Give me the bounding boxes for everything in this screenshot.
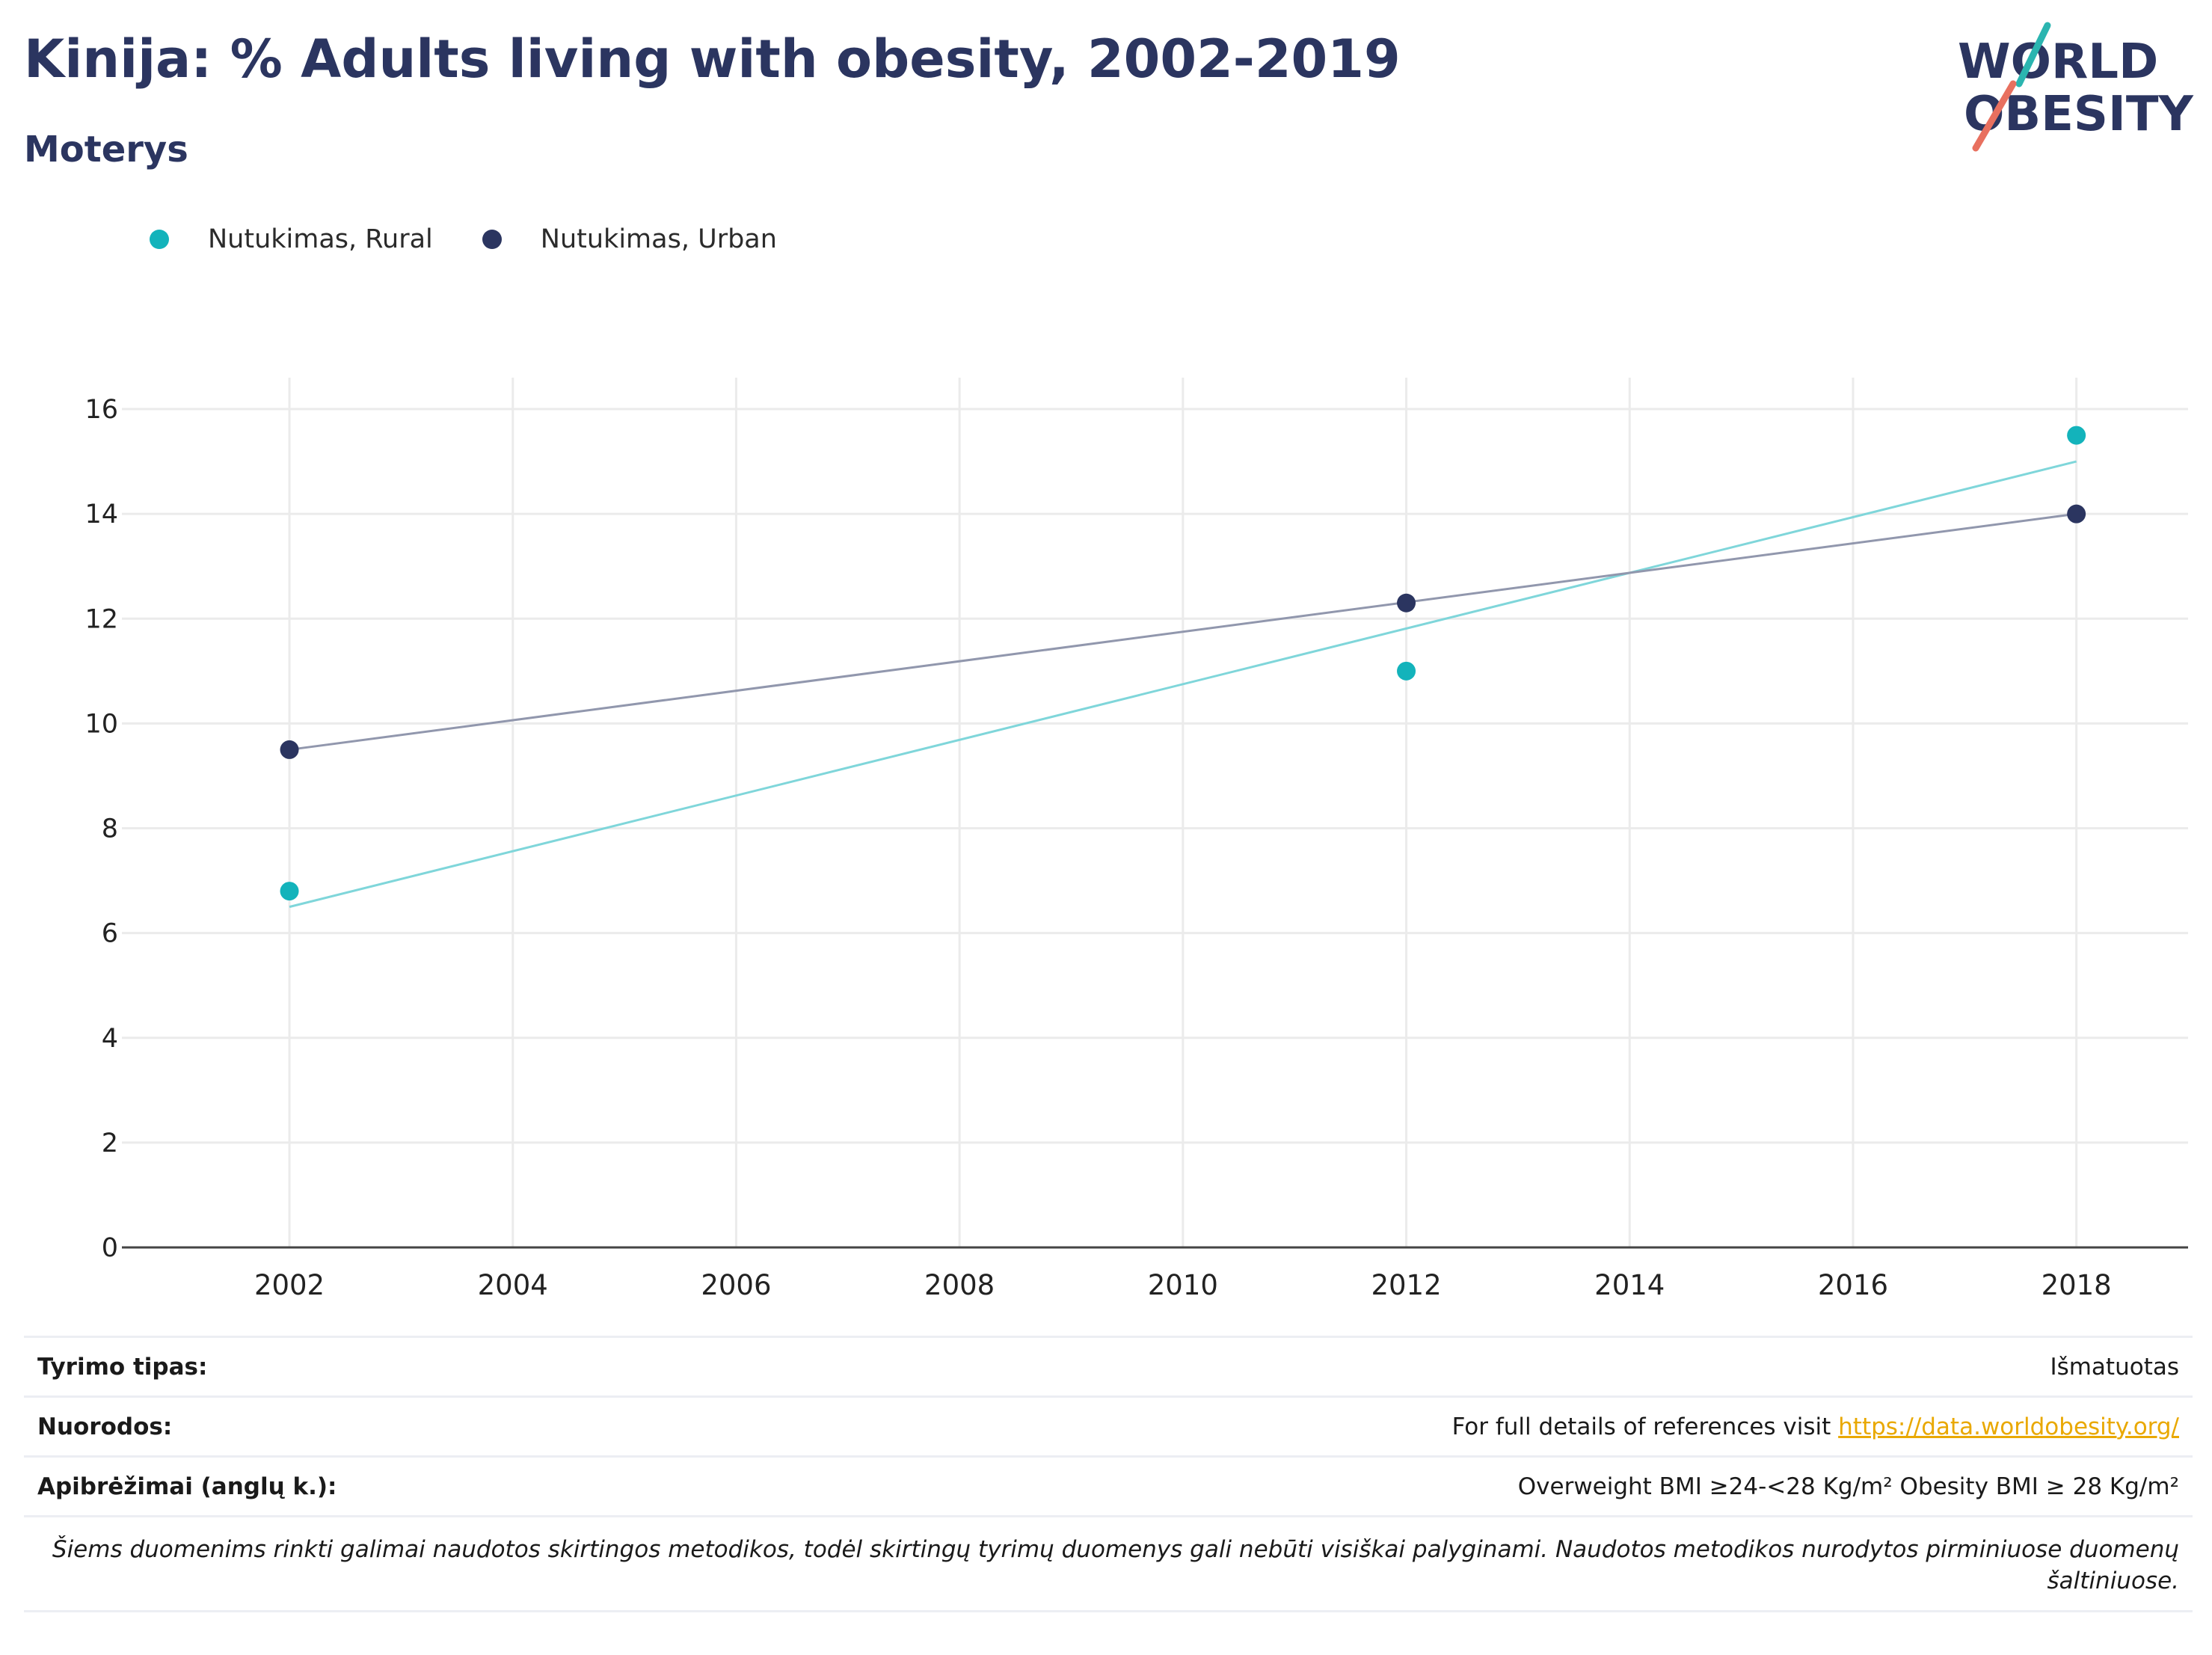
info-row-survey-type: Tyrimo tipas: Išmatuotas: [24, 1336, 2193, 1395]
legend-item-rural[interactable]: Nutukimas, Rural: [150, 224, 433, 254]
x-tick-label: 2008: [924, 1269, 995, 1301]
methodology-note: Šiems duomenims rinkti galimai naudotos …: [24, 1515, 2193, 1612]
references-link[interactable]: https://data.worldobesity.org/: [1838, 1413, 2179, 1440]
definitions-label: Apibrėžimai (anglų k.):: [37, 1473, 337, 1500]
data-point-urban-2012[interactable]: [1397, 593, 1416, 612]
axes: 0 2 4 6 8 10 12 14 16 2002 2004 2006 2008 2010 2012 201…: [85, 395, 2188, 1301]
x-tick-label: 2012: [1371, 1269, 1441, 1301]
grid-lines: [122, 378, 2188, 1247]
references-label: Nuorodos:: [37, 1413, 173, 1440]
y-tick-label: 12: [85, 604, 118, 634]
trend-lines: [289, 460, 2077, 909]
data-point-rural-2012[interactable]: [1397, 661, 1416, 681]
info-table: Tyrimo tipas: Išmatuotas Nuorodos: For f…: [24, 1336, 2193, 1612]
data-point-urban-2018[interactable]: [2067, 504, 2086, 523]
y-tick-label: 16: [85, 395, 118, 425]
data-points: [280, 426, 2086, 901]
y-tick-label: 4: [102, 1024, 118, 1054]
legend-item-urban[interactable]: Nutukimas, Urban: [482, 224, 777, 254]
y-tick-label: 6: [102, 919, 118, 949]
legend-label-urban: Nutukimas, Urban: [540, 224, 777, 254]
x-tick-label: 2004: [478, 1269, 548, 1301]
data-point-rural-2002[interactable]: [280, 882, 299, 901]
references-value: For full details of references visit htt…: [1452, 1413, 2179, 1440]
x-tick-label: 2006: [701, 1269, 771, 1301]
logo-slash-teal: [2015, 22, 2051, 87]
info-row-references: Nuorodos: For full details of references…: [24, 1395, 2193, 1455]
world-obesity-logo: WORLD OBESITY: [1958, 22, 2193, 152]
survey-type-label: Tyrimo tipas:: [37, 1353, 208, 1381]
y-tick-label: 0: [102, 1233, 118, 1263]
page-subtitle: Moterys: [24, 129, 188, 171]
logo-text-line2: OBESITY: [1964, 87, 2193, 142]
x-tick-label: 2010: [1148, 1269, 1218, 1301]
x-tick-label: 2016: [1818, 1269, 1888, 1301]
references-text: For full details of references visit: [1451, 1413, 1839, 1440]
legend-marker-urban: [482, 230, 502, 249]
y-tick-label: 14: [85, 500, 118, 529]
logo-text-line1: WORLD: [1958, 34, 2158, 90]
legend: Nutukimas, Rural Nutukimas, Urban: [150, 224, 826, 254]
survey-type-value: Išmatuotas: [2050, 1353, 2179, 1381]
y-tick-label: 10: [85, 709, 118, 739]
data-point-urban-2002[interactable]: [280, 740, 299, 759]
definitions-value: Overweight BMI ≥24-<28 Kg/m² Obesity BMI…: [1517, 1473, 2179, 1500]
legend-marker-rural: [150, 230, 169, 249]
page-title: Kinija: % Adults living with obesity, 20…: [24, 28, 1401, 90]
x-tick-label: 2018: [2042, 1269, 2112, 1301]
data-point-rural-2018[interactable]: [2067, 426, 2086, 445]
obesity-scatter-chart: 0 2 4 6 8 10 12 14 16 2002 2004 2006 2008 2010 2012 201…: [85, 378, 2188, 1301]
legend-label-rural: Nutukimas, Rural: [208, 224, 433, 254]
x-tick-label: 2002: [254, 1269, 325, 1301]
logo-slash-coral: [1972, 80, 2017, 152]
trendline-urban: [289, 512, 2077, 751]
x-tick-label: 2014: [1594, 1269, 1665, 1301]
y-tick-label: 8: [102, 814, 118, 844]
trendline-rural: [289, 460, 2077, 909]
y-tick-label: 2: [102, 1129, 118, 1158]
info-row-definitions: Apibrėžimai (anglų k.): Overweight BMI ≥…: [24, 1455, 2193, 1515]
